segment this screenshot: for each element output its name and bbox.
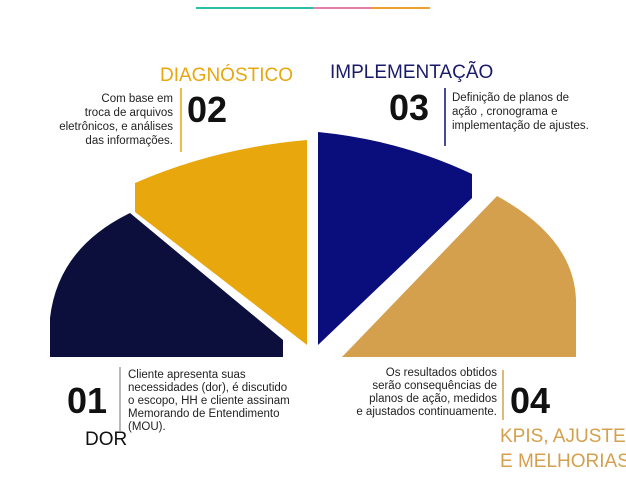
step-title: KPIS, AJUSTES — [500, 426, 626, 447]
step-description: troca de arquivos — [85, 107, 173, 119]
step-description: implementação de ajustes. — [452, 120, 589, 132]
step-description: ação , cronograma e — [452, 106, 557, 118]
step-number: 04 — [510, 380, 550, 421]
step-title: E MELHORIAS — [500, 451, 626, 472]
step-number: 01 — [67, 380, 107, 421]
shape-diagnostico — [135, 140, 307, 345]
step-number: 02 — [187, 89, 227, 130]
step-title: DOR — [85, 429, 127, 450]
step-description: das informações. — [85, 135, 173, 147]
step-title: DIAGNÓSTICO — [160, 64, 293, 86]
step-description: eletrônicos, e análises — [59, 121, 173, 133]
step-description: serão consequências de — [372, 380, 497, 392]
step-number: 03 — [389, 87, 429, 128]
step-description: Os resultados obtidos — [386, 367, 497, 379]
step-description: necessidades (dor), é discutido — [128, 382, 287, 394]
shape-dor — [50, 213, 283, 357]
shape-kpis — [342, 196, 576, 357]
step-description: o escopo, HH e cliente assinam — [128, 395, 290, 407]
shape-implementacao — [318, 132, 472, 345]
step-description: Com base em — [101, 93, 173, 105]
step-description: planos de ação, medidos — [369, 393, 497, 405]
step-description: Definição de planos de — [452, 92, 569, 104]
step-description: e ajustados continuamente. — [356, 406, 497, 418]
step-description: Cliente apresenta suas — [128, 369, 246, 381]
step-description: Memorando de Entendimento — [128, 408, 280, 420]
step-description: (MOU). — [128, 421, 166, 433]
step-title: IMPLEMENTAÇÃO — [330, 61, 493, 83]
